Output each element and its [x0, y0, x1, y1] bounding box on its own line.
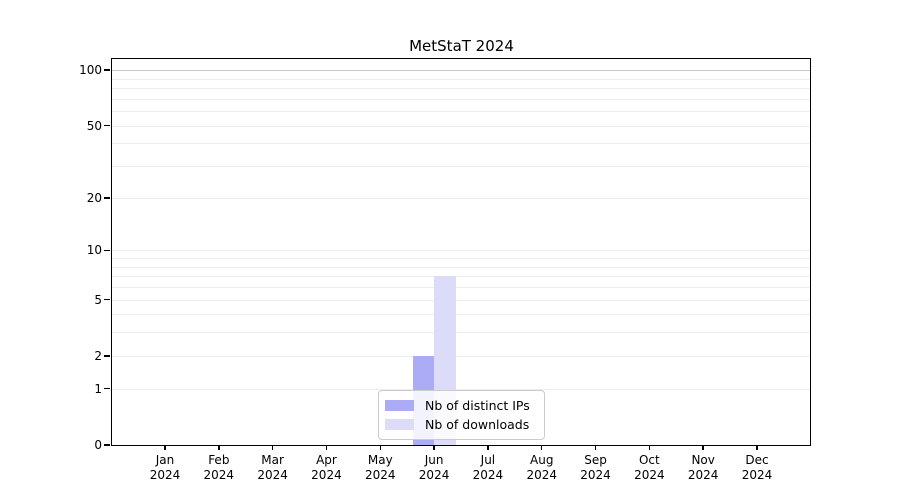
- legend-item-distinct-ips: Nb of distinct IPs: [385, 396, 538, 415]
- y-tick-label: 5: [94, 292, 102, 307]
- gridline-minor: [112, 88, 810, 90]
- x-tick-label: Jun 2024: [402, 453, 466, 483]
- gridline-minor: [112, 250, 810, 252]
- legend-item-downloads: Nb of downloads: [385, 415, 538, 434]
- gridline-minor: [112, 78, 810, 80]
- x-tick-label-line: 2024: [364, 468, 396, 482]
- gridline-minor: [112, 258, 810, 260]
- x-tick-label: Jul 2024: [456, 453, 520, 483]
- x-tick-label-line: Dec: [745, 453, 769, 467]
- x-tick-label: Nov 2024: [671, 453, 735, 483]
- x-tick-label: Dec 2024: [725, 453, 789, 483]
- x-tick-label: Oct 2024: [617, 453, 681, 483]
- y-tick-label: 20: [86, 190, 102, 205]
- x-tick-mark: [325, 445, 328, 450]
- plot-area: 0 1 2 5 10 20 50 100 Jan 2024 Feb 2024 Mar 2024 Apr 202…: [79, 58, 811, 482]
- x-tick-label-line: Nov: [691, 453, 715, 467]
- x-tick-label-line: Aug: [530, 453, 554, 467]
- gridline-minor: [112, 388, 810, 390]
- x-tick-label-line: Oct: [638, 453, 660, 467]
- x-tick-mark: [702, 445, 704, 450]
- x-tick-label-line: Jul: [480, 453, 496, 467]
- x-tick-label-line: 2024: [687, 468, 719, 482]
- x-tick-label: Apr 2024: [294, 453, 358, 483]
- y-tick-mark: [104, 124, 110, 127]
- gridline-minor: [112, 197, 810, 199]
- x-tick-label-line: 2024: [418, 468, 450, 482]
- x-tick-label-line: 2024: [149, 468, 181, 482]
- gridline-minor: [112, 332, 810, 334]
- x-tick-label: May 2024: [348, 453, 412, 483]
- gridline-minor: [112, 266, 810, 268]
- x-tick-mark: [756, 445, 758, 450]
- x-tick-label-line: 2024: [741, 468, 773, 482]
- x-tick-label-line: Sep: [584, 453, 607, 467]
- x-tick-label-line: Feb: [208, 453, 230, 467]
- x-tick-label-line: 2024: [311, 468, 342, 482]
- y-tick-mark: [104, 355, 110, 357]
- gridline-minor: [112, 111, 810, 113]
- y-tick-mark: [104, 444, 110, 446]
- x-tick-mark: [487, 445, 489, 450]
- gridline-minor: [112, 299, 810, 301]
- y-tick-mark: [104, 69, 110, 71]
- y-tick-label: 2: [94, 348, 102, 363]
- x-tick-label: Sep 2024: [564, 453, 628, 483]
- x-tick-label-line: 2024: [580, 468, 611, 482]
- x-tick-label: Feb 2024: [187, 453, 251, 483]
- y-tick-label: 0: [94, 438, 102, 452]
- gridline-minor: [112, 286, 810, 288]
- x-tick-label: Aug 2024: [510, 453, 574, 483]
- y-tick-mark: [104, 197, 110, 199]
- x-tick-mark: [379, 445, 382, 450]
- y-tick-mark: [104, 249, 110, 252]
- x-tick-mark: [540, 445, 543, 450]
- gridline-minor: [112, 355, 810, 357]
- x-tick-label-line: Jun: [424, 453, 444, 467]
- gridline-minor: [112, 166, 810, 168]
- y-tick-label: 10: [86, 243, 102, 258]
- x-tick-label-line: 2024: [526, 468, 557, 482]
- x-tick-label-line: 2024: [634, 468, 665, 482]
- legend-swatch-distinct-ips-icon: [385, 400, 414, 411]
- x-tick-label-line: Jan: [155, 453, 175, 467]
- x-tick-mark: [164, 445, 166, 450]
- x-tick-label-line: Mar: [261, 453, 284, 467]
- gridline-minor: [112, 276, 810, 278]
- legend: Nb of distinct IPs Nb of downloads: [378, 390, 545, 440]
- legend-swatch-downloads-icon: [385, 419, 414, 430]
- gridline-minor: [112, 98, 810, 100]
- y-tick-label: 1: [94, 381, 102, 396]
- y-tick-mark: [104, 387, 110, 390]
- legend-label-downloads: Nb of downloads: [425, 417, 530, 432]
- gridline-minor: [112, 125, 810, 127]
- x-tick-mark: [648, 445, 651, 450]
- x-tick-label-line: 2024: [203, 468, 235, 482]
- y-tick-label: 50: [86, 118, 102, 133]
- y-tick-mark: [104, 298, 110, 301]
- x-tick-label: Mar 2024: [241, 453, 305, 483]
- chart-title: MetStaT 2024: [409, 37, 514, 55]
- legend-label-distinct-ips: Nb of distinct IPs: [425, 398, 530, 413]
- x-tick-mark: [594, 445, 597, 450]
- x-tick-mark: [271, 445, 274, 450]
- x-tick-label-line: Apr: [316, 453, 337, 467]
- x-tick-label-line: May: [367, 453, 393, 467]
- x-tick-mark: [433, 445, 435, 450]
- x-tick-mark: [218, 445, 220, 450]
- x-tick-label-line: 2024: [257, 468, 288, 482]
- y-tick-label: 100: [79, 63, 102, 78]
- gridline-minor: [112, 143, 810, 145]
- x-tick-label: Jan 2024: [133, 453, 197, 483]
- gridline-major: [112, 70, 810, 72]
- gridline-minor: [112, 314, 810, 316]
- x-tick-label-line: 2024: [472, 468, 504, 482]
